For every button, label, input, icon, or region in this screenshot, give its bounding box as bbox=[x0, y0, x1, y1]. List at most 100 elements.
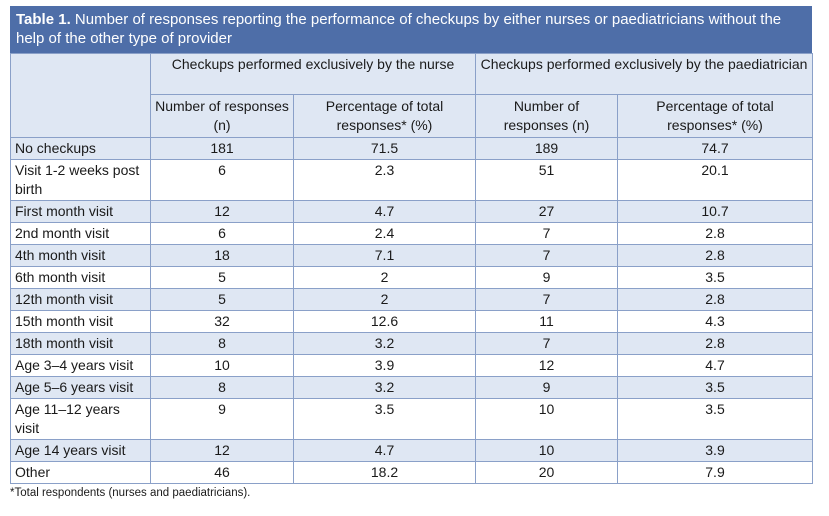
cell-value: 46 bbox=[150, 461, 294, 484]
cell-value: 7.9 bbox=[617, 461, 813, 484]
cell-value: 10.7 bbox=[617, 200, 813, 223]
cell-value: 3.5 bbox=[617, 266, 813, 289]
cell-value: 10 bbox=[475, 439, 618, 462]
cell-value: 2.8 bbox=[617, 222, 813, 245]
data-row: Age 3–4 years visit 10 3.9 12 4.7 bbox=[10, 354, 813, 377]
cell-value: 2.8 bbox=[617, 288, 813, 311]
cell-value: 3.9 bbox=[617, 439, 813, 462]
row-label: No checkups bbox=[10, 137, 151, 160]
cell-value: 6 bbox=[150, 159, 294, 201]
table-title: Table 1. Number of responses reporting t… bbox=[10, 6, 812, 53]
data-row: Age 5–6 years visit 8 3.2 9 3.5 bbox=[10, 376, 813, 399]
row-label: Visit 1-2 weeks post birth bbox=[10, 159, 151, 201]
cell-value: 9 bbox=[475, 376, 618, 399]
cell-value: 12 bbox=[150, 200, 294, 223]
cell-value: 20 bbox=[475, 461, 618, 484]
data-row: First month visit 12 4.7 27 10.7 bbox=[10, 200, 813, 223]
data-row: No checkups 181 71.5 189 74.7 bbox=[10, 137, 813, 160]
cell-value: 5 bbox=[150, 288, 294, 311]
cell-value: 10 bbox=[150, 354, 294, 377]
header-row: Checkups performed exclusively by the nu… bbox=[10, 53, 813, 138]
row-label: First month visit bbox=[10, 200, 151, 223]
cell-value: 7 bbox=[475, 244, 618, 267]
data-row: 15th month visit 32 12.6 11 4.3 bbox=[10, 310, 813, 333]
cell-value: 3.5 bbox=[293, 398, 476, 440]
column-header: Percentage of total responses* (%) bbox=[293, 94, 476, 138]
data-row: Visit 1-2 weeks post birth 6 2.3 51 20.1 bbox=[10, 159, 813, 201]
cell-value: 5 bbox=[150, 266, 294, 289]
header-row: Number of responses (n) Percentage of tot… bbox=[11, 94, 813, 138]
cell-value: 12.6 bbox=[293, 310, 476, 333]
cell-value: 11 bbox=[475, 310, 618, 333]
column-header: Number of responses (n) bbox=[475, 94, 618, 138]
data-row: Other 46 18.2 20 7.9 bbox=[10, 461, 813, 484]
cell-value: 51 bbox=[475, 159, 618, 201]
cell-value: 4.3 bbox=[617, 310, 813, 333]
column-header: Percentage of total responses* (%) bbox=[617, 94, 813, 138]
cell-value: 7 bbox=[475, 222, 618, 245]
cell-value: 74.7 bbox=[617, 137, 813, 160]
cell-value: 3.2 bbox=[293, 376, 476, 399]
cell-value: 7 bbox=[475, 288, 618, 311]
cell-value: 3.5 bbox=[617, 398, 813, 440]
cell-value: 12 bbox=[150, 439, 294, 462]
row-label: 15th month visit bbox=[10, 310, 151, 333]
row-label: 18th month visit bbox=[10, 332, 151, 355]
cell-value: 10 bbox=[475, 398, 618, 440]
row-label: 12th month visit bbox=[10, 288, 151, 311]
group-header: Checkups performed exclusively by the pa… bbox=[475, 53, 813, 95]
cell-value: 71.5 bbox=[293, 137, 476, 160]
data-row: 18th month visit 8 3.2 7 2.8 bbox=[10, 332, 813, 355]
cell-value: 3.9 bbox=[293, 354, 476, 377]
cell-value: 9 bbox=[475, 266, 618, 289]
cell-value: 2.8 bbox=[617, 244, 813, 267]
cell-value: 4.7 bbox=[293, 200, 476, 223]
cell-value: 189 bbox=[475, 137, 618, 160]
data-row: Age 14 years visit 12 4.7 10 3.9 bbox=[10, 439, 813, 462]
row-label: Age 5–6 years visit bbox=[10, 376, 151, 399]
row-label: Age 11–12 years visit bbox=[10, 398, 151, 440]
corner-cell bbox=[10, 53, 151, 138]
cell-value: 8 bbox=[150, 332, 294, 355]
cell-value: 4.7 bbox=[617, 354, 813, 377]
cell-value: 7.1 bbox=[293, 244, 476, 267]
title-label: Table 1. bbox=[16, 11, 71, 28]
cell-value: 2.3 bbox=[293, 159, 476, 201]
footnote: *Total respondents (nurses and paediatri… bbox=[10, 487, 251, 499]
row-label: 2nd month visit bbox=[10, 222, 151, 245]
data-row: 12th month visit 5 2 7 2.8 bbox=[10, 288, 813, 311]
cell-value: 2 bbox=[293, 266, 476, 289]
row-label: Other bbox=[10, 461, 151, 484]
cell-value: 18 bbox=[150, 244, 294, 267]
cell-value: 6 bbox=[150, 222, 294, 245]
cell-value: 20.1 bbox=[617, 159, 813, 201]
cell-value: 12 bbox=[475, 354, 618, 377]
cell-value: 2 bbox=[293, 288, 476, 311]
cell-value: 2.8 bbox=[617, 332, 813, 355]
row-label: 4th month visit bbox=[10, 244, 151, 267]
cell-value: 9 bbox=[150, 398, 294, 440]
column-header: Number of responses (n) bbox=[150, 94, 294, 138]
row-label: Age 14 years visit bbox=[10, 439, 151, 462]
data-row: 4th month visit 18 7.1 7 2.8 bbox=[10, 244, 813, 267]
cell-value: 8 bbox=[150, 376, 294, 399]
data-row: 6th month visit 5 2 9 3.5 bbox=[10, 266, 813, 289]
table-container: Table 1. Number of responses reporting t… bbox=[10, 6, 813, 484]
row-label: Age 3–4 years visit bbox=[10, 354, 151, 377]
group-header: Checkups performed exclusively by the nu… bbox=[150, 53, 476, 95]
cell-value: 3.5 bbox=[617, 376, 813, 399]
cell-value: 7 bbox=[475, 332, 618, 355]
title-text: Number of responses reporting the perfor… bbox=[16, 11, 782, 47]
data-row: 2nd month visit 6 2.4 7 2.8 bbox=[10, 222, 813, 245]
cell-value: 18.2 bbox=[293, 461, 476, 484]
cell-value: 181 bbox=[150, 137, 294, 160]
data-table: Checkups performed exclusively by the nu… bbox=[10, 53, 813, 484]
cell-value: 2.4 bbox=[293, 222, 476, 245]
row-label: 6th month visit bbox=[10, 266, 151, 289]
data-row: Age 11–12 years visit 9 3.5 10 3.5 bbox=[10, 398, 813, 440]
cell-value: 32 bbox=[150, 310, 294, 333]
cell-value: 3.2 bbox=[293, 332, 476, 355]
cell-value: 4.7 bbox=[293, 439, 476, 462]
cell-value: 27 bbox=[475, 200, 618, 223]
